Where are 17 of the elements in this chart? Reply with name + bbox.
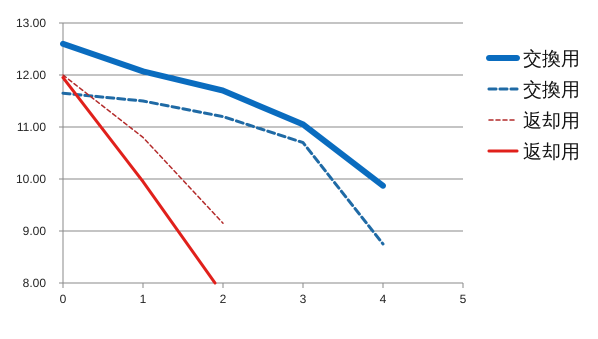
legend-label: 返却用	[523, 141, 580, 163]
y-tick-label: 10.00	[16, 172, 46, 186]
y-tick-label: 12.00	[16, 68, 46, 82]
line-series	[62, 92, 384, 246]
y-tick-label: 8.00	[22, 276, 46, 290]
x-tick-label: 1	[140, 292, 147, 306]
x-tick-label: 4	[380, 292, 387, 306]
legend-label: 返却用	[523, 110, 580, 132]
x-tick-label: 5	[460, 292, 467, 306]
x-tick-label: 0	[60, 292, 67, 306]
legend-label: 交換用	[523, 48, 580, 70]
x-tick-label: 2	[220, 292, 227, 306]
x-tick-label: 3	[300, 292, 307, 306]
y-tick-label: 9.00	[22, 224, 46, 238]
y-tick-label: 11.00	[16, 120, 46, 134]
legend-label: 交換用	[523, 79, 580, 101]
y-tick-label: 13.00	[16, 16, 46, 30]
